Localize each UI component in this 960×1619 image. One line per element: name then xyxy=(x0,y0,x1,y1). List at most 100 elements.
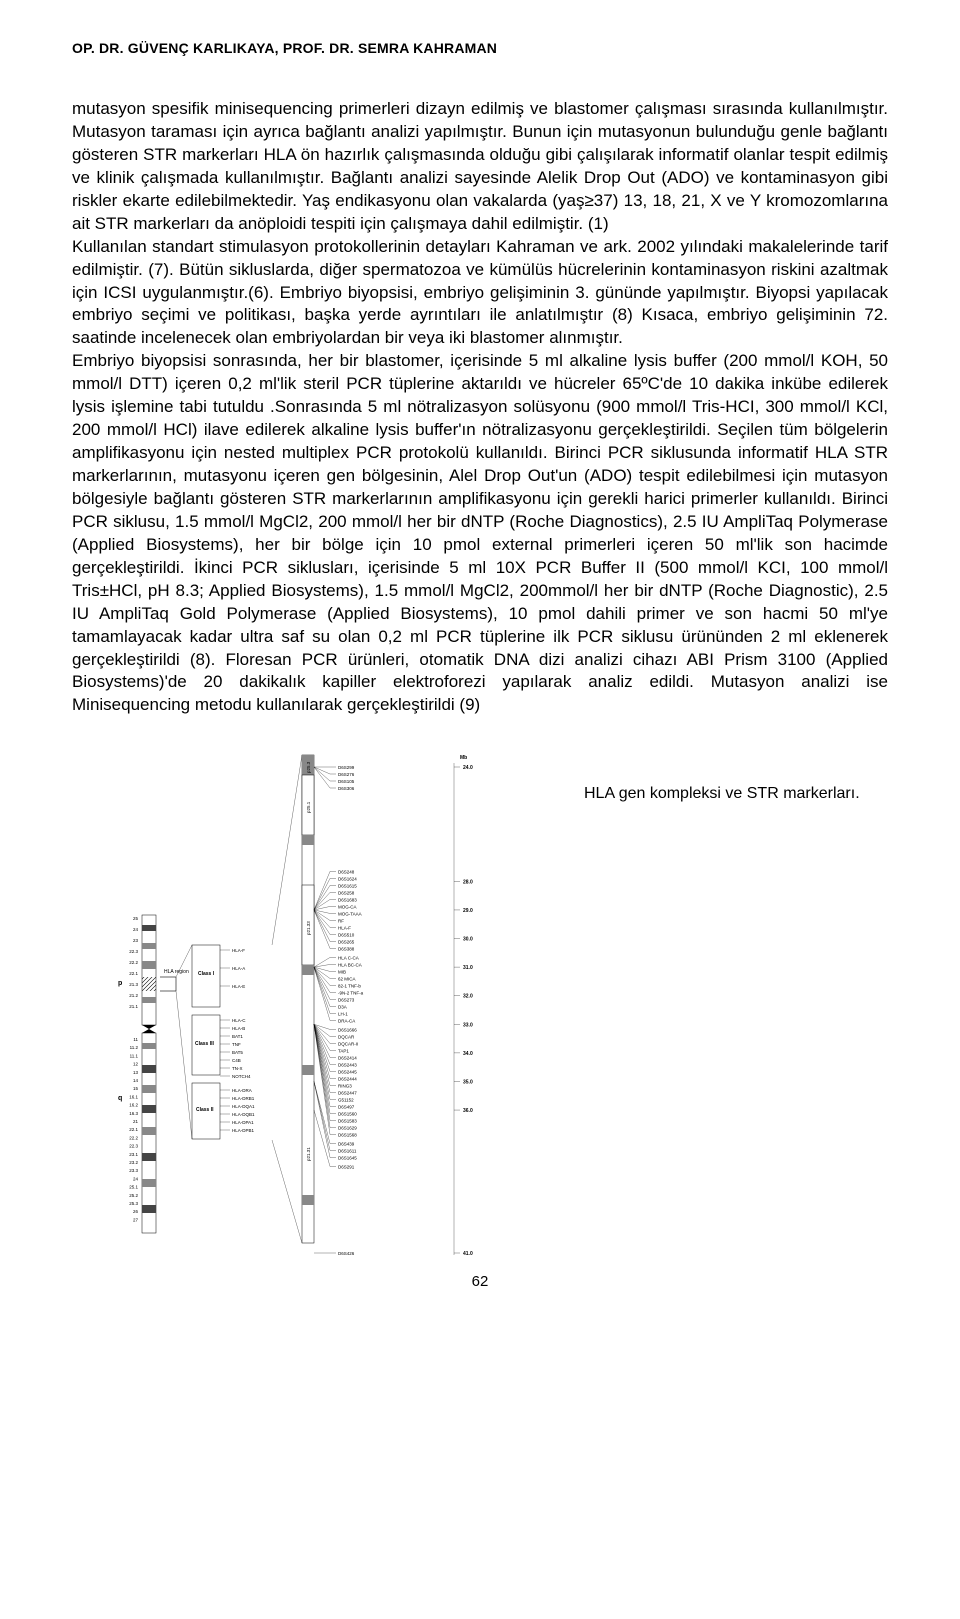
chrom-p-tick: 21.1 xyxy=(129,1004,138,1009)
str-marker-label: 62 MICA xyxy=(338,977,356,982)
str-marker-label: G51152 xyxy=(338,1098,354,1103)
gene-to-pbar-lines xyxy=(272,755,302,1243)
gene-label: HLA-DRB1 xyxy=(232,1096,255,1101)
p-band-2: p21.33 xyxy=(306,921,311,935)
str-marker-label: MOG-CA xyxy=(338,905,357,910)
hla-region-bracket: HLA region xyxy=(160,969,189,991)
chrom-q-tick: 22.1 xyxy=(129,1128,138,1133)
gene-label: TN-X xyxy=(232,1066,243,1071)
chrom-p-tick: 21.3 xyxy=(129,982,138,987)
mb-value: 29.0 xyxy=(463,908,473,914)
figure-caption: HLA gen kompleksi ve STR markerları. xyxy=(584,785,860,803)
str-marker-label: DRA-CA xyxy=(338,1019,355,1024)
chrom-q-tick: 16.2 xyxy=(129,1103,138,1108)
chrom-q-tick: 22.2 xyxy=(129,1136,138,1141)
str-marker-label: D6S299 xyxy=(338,765,355,770)
str-marker-label: HLA BC-CA xyxy=(338,963,362,968)
gene-label: HLA-DPA1 xyxy=(232,1120,254,1125)
chrom-q-tick: 25.3 xyxy=(129,1201,138,1206)
str-marker-label: RF xyxy=(338,919,344,924)
p-band-column: p25.3 p25.1 p21.33 p21.31 xyxy=(302,755,314,1243)
str-marker-label: D6S105 xyxy=(338,779,355,784)
str-marker-label: D6S388 xyxy=(338,947,355,952)
str-marker-label: HLA C-CA xyxy=(338,956,359,961)
gene-label: HLA-DPB1 xyxy=(232,1128,255,1133)
paper-header: OP. DR. GÜVENÇ KARLIKAYA, PROF. DR. SEMR… xyxy=(72,40,888,56)
str-marker-label: D6S273 xyxy=(338,998,355,1003)
chrom-q-tick: 21 xyxy=(133,1119,139,1124)
p-band-1: p25.1 xyxy=(306,802,311,814)
str-marker-label: RING3 xyxy=(338,1084,352,1089)
chrom-p-tick: 23 xyxy=(133,938,139,943)
gene-label: BAT5 xyxy=(232,1050,243,1055)
mb-value: 28.0 xyxy=(463,880,473,886)
chrom-q-tick: 25.1 xyxy=(129,1185,138,1190)
str-marker-label: D6S1615 xyxy=(338,884,357,889)
chrom-q-tick: 24 xyxy=(133,1177,139,1182)
chrom-q-tick: 16.1 xyxy=(129,1095,138,1100)
q-arm-label: q xyxy=(118,1095,122,1102)
chrom-q-tick: 25.2 xyxy=(129,1193,138,1198)
mb-column: Mb 24.0D6S299D6S276D6S105D6S30628.029.0D… xyxy=(314,755,473,1257)
mb-value: 32.0 xyxy=(463,994,473,1000)
p-arm-label: p xyxy=(118,980,122,987)
gene-label: C4B xyxy=(232,1058,241,1063)
str-marker-label: D6S1560 xyxy=(338,1112,357,1117)
chrom-q-tick: 11 xyxy=(133,1037,138,1042)
gene-label: HLA-DQB1 xyxy=(232,1112,255,1117)
page-number: 62 xyxy=(72,1273,888,1290)
chrom-q-tick: 11.2 xyxy=(130,1046,139,1051)
str-marker-label: D6S1629 xyxy=(338,1126,357,1131)
str-marker-label: D6S306 xyxy=(338,786,355,791)
gene-label: NOTCH4 xyxy=(232,1074,251,1079)
gene-label: BAT1 xyxy=(232,1034,243,1039)
str-marker-label: D6S265 xyxy=(338,940,355,945)
mb-value: 36.0 xyxy=(463,1108,473,1114)
str-marker-label: D6S510 xyxy=(338,933,355,938)
gene-label: HLA-A xyxy=(232,966,245,971)
chrom-p-tick: 22.3 xyxy=(129,949,138,954)
p-band-3: p21.31 xyxy=(306,1147,311,1161)
chrom-q-tick: 12 xyxy=(133,1062,139,1067)
str-marker-label: HLA-F xyxy=(338,926,351,931)
chrom-tick-labels-p: 25242322.322.222.121.321.221.1 xyxy=(129,916,138,1009)
hla-region-label: HLA region xyxy=(164,969,189,975)
gene-label: HLA-DRA xyxy=(232,1088,252,1093)
str-marker-label: D6S1624 xyxy=(338,877,357,882)
chrom-q-tick: 22.3 xyxy=(129,1144,138,1149)
str-marker-label: D6S2414 xyxy=(338,1056,357,1061)
chrom-q-tick: 14 xyxy=(133,1078,139,1083)
chrom-tick-labels-q: 1111.211.11213141516.116.216.32122.122.2… xyxy=(129,1037,138,1222)
str-marker-label: MOG-TAAA xyxy=(338,912,362,917)
str-marker-label: D6S2444 xyxy=(338,1077,357,1082)
str-marker-label: D6S1666 xyxy=(338,1028,357,1033)
chrom-p-tick: 25 xyxy=(133,916,139,921)
str-marker-label: 82-1 TNF-b xyxy=(338,984,361,989)
class-i-label: Class I xyxy=(198,971,215,977)
class-ii-label: Class II xyxy=(196,1107,214,1113)
mb-value: 31.0 xyxy=(463,965,473,971)
chrom-q-tick: 23.3 xyxy=(129,1169,138,1174)
body-paragraph: mutasyon spesifik minisequencing primerl… xyxy=(72,98,888,717)
chrom-q-tick: 23.2 xyxy=(129,1160,138,1165)
mb-value: 30.0 xyxy=(463,937,473,943)
str-marker-label: LH-1 xyxy=(338,1012,348,1017)
page-container: OP. DR. GÜVENÇ KARLIKAYA, PROF. DR. SEMR… xyxy=(0,0,960,1310)
str-marker-label: DQCAR xyxy=(338,1035,355,1040)
str-marker-label: D6S1683 xyxy=(338,898,357,903)
str-marker-label: TAP1 xyxy=(338,1049,349,1054)
str-marker-label: D6S291 xyxy=(338,1165,355,1170)
chrom-p-tick: 22.1 xyxy=(129,971,138,976)
str-marker-label: D6S248 xyxy=(338,870,355,875)
chrom-p-tick: 21.2 xyxy=(129,993,138,998)
gene-lines: HLA-FHLA-AHLA-E HLA-CHLA-BBAT1TNFBAT5C4B… xyxy=(220,948,255,1133)
str-marker-label: D6S439 xyxy=(338,1142,355,1147)
mb-value: 41.0 xyxy=(463,1251,473,1257)
gene-label: HLA-F xyxy=(232,948,245,953)
gene-label: TNF xyxy=(232,1042,241,1047)
str-marker-label: D6S276 xyxy=(338,772,355,777)
str-marker-label: D6S1645 xyxy=(338,1156,357,1161)
chrom-q-tick: 26 xyxy=(133,1210,139,1215)
str-marker-label: D6S2445 xyxy=(338,1070,357,1075)
chrom-q-tick: 27 xyxy=(133,1218,139,1223)
